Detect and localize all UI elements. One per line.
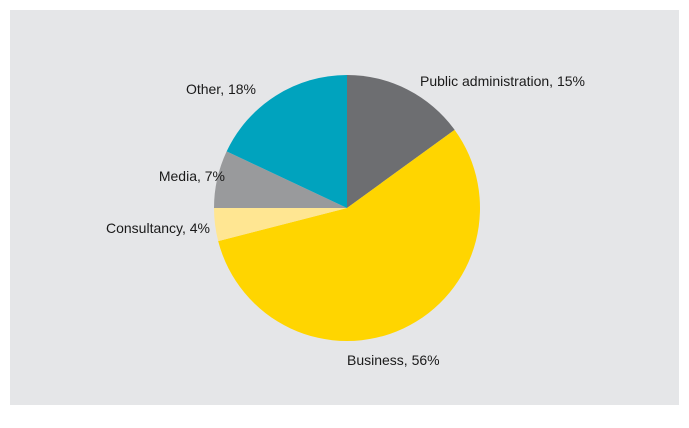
slice-label-other: Other, 18% bbox=[186, 81, 256, 97]
slice-label-consultancy: Consultancy, 4% bbox=[106, 220, 210, 236]
pie-slices bbox=[214, 74, 480, 341]
slice-label-business: Business, 56% bbox=[347, 352, 440, 368]
pie-slice-consultancy bbox=[214, 208, 347, 242]
pie-slice-media bbox=[214, 151, 347, 208]
slice-label-public-administration: Public administration, 15% bbox=[420, 73, 585, 89]
pie-slice-business bbox=[218, 129, 480, 341]
pie-slice-other bbox=[226, 75, 347, 208]
pie-labels: Public administration, 15% Business, 56% C… bbox=[106, 73, 585, 368]
slice-label-media: Media, 7% bbox=[159, 168, 225, 184]
pie-slice-public-administration bbox=[347, 74, 455, 208]
